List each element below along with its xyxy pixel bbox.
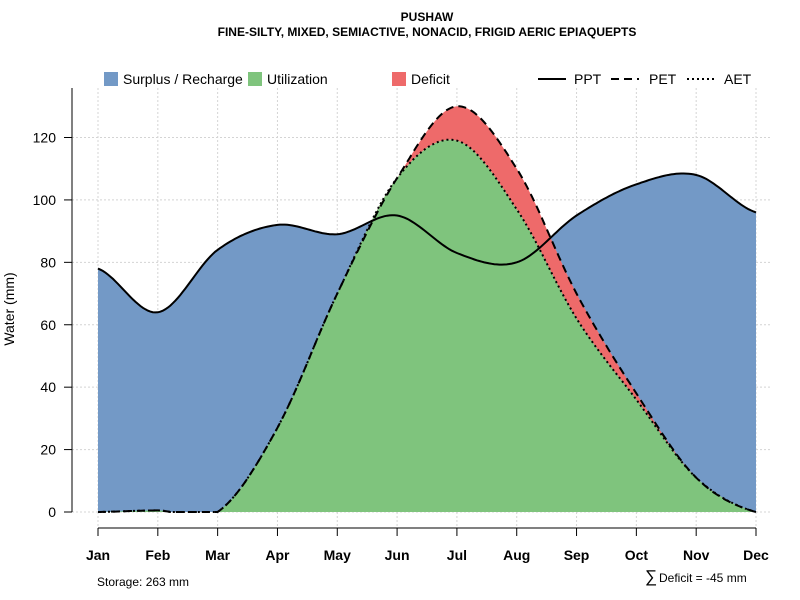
x-tick-label: Sep — [564, 547, 590, 563]
x-tick-labels: Jan Feb Mar Apr May Jun Jul Aug Sep Oct Nov Dec — [86, 528, 769, 563]
x-tick-label: Aug — [503, 547, 530, 563]
chart-title: PUSHAW — [401, 10, 454, 24]
deficit-sum-symbol: ∑ — [645, 567, 657, 586]
axes — [71, 88, 756, 529]
x-tick-label: Jul — [447, 547, 467, 563]
y-tick-label: 20 — [40, 442, 56, 458]
y-tick-label: 60 — [40, 317, 56, 333]
legend-label-aet: AET — [724, 71, 752, 87]
x-tick-label: Feb — [145, 547, 170, 563]
legend-label-pet: PET — [649, 71, 677, 87]
y-tick-label: 0 — [48, 504, 56, 520]
x-tick-label: Jan — [86, 547, 110, 563]
x-tick-label: Mar — [205, 547, 230, 563]
x-tick-label: Jun — [385, 547, 410, 563]
legend-swatch-surplus — [104, 72, 118, 86]
aet-line — [98, 138, 757, 513]
series-lines — [97, 105, 757, 513]
x-tick-label: Oct — [625, 547, 649, 563]
legend-swatch-deficit — [392, 72, 406, 86]
legend-swatch-utilization — [248, 72, 262, 86]
y-tick-label: 40 — [40, 379, 56, 395]
legend-label-deficit: Deficit — [411, 71, 450, 87]
x-tick-label: Nov — [683, 547, 710, 563]
x-tick-label: Apr — [265, 547, 290, 563]
deficit-area — [98, 106, 756, 513]
y-tick-labels: 0 20 40 60 80 100 120 — [33, 130, 72, 520]
deficit-label: Deficit = -45 mm — [659, 571, 747, 585]
y-axis-label: Water (mm) — [1, 272, 17, 345]
y-tick-label: 100 — [33, 192, 57, 208]
legend-label-utilization: Utilization — [267, 71, 328, 87]
legend-label-surplus: Surplus / Recharge — [123, 71, 243, 87]
y-tick-label: 80 — [40, 254, 56, 270]
pet-line — [98, 105, 757, 513]
x-tick-label: Dec — [743, 547, 769, 563]
legend-label-ppt: PPT — [574, 71, 602, 87]
x-tick-label: May — [324, 547, 351, 563]
ppt-line — [97, 172, 757, 314]
storage-label: Storage: 263 mm — [97, 575, 189, 589]
y-tick-label: 120 — [33, 130, 57, 146]
chart-subtitle: FINE-SILTY, MIXED, SEMIACTIVE, NONACID, … — [218, 25, 637, 39]
legend: Surplus / Recharge Utilization Deficit P… — [104, 71, 752, 87]
utilization-area — [98, 139, 756, 512]
area-fills — [98, 106, 756, 513]
